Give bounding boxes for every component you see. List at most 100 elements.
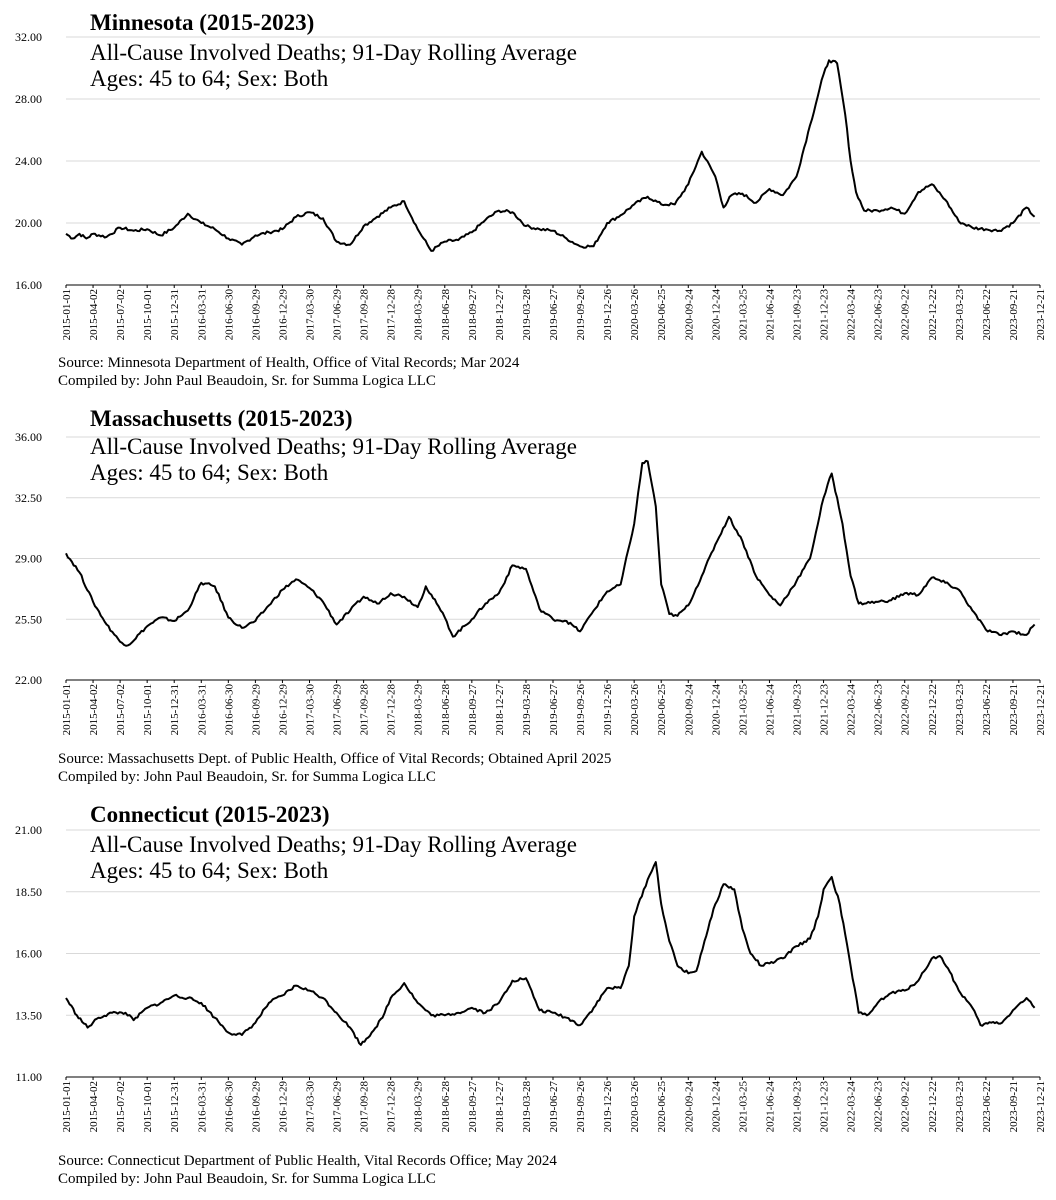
x-tick-label: 2023-06-22 <box>981 1081 993 1132</box>
x-tick-label: 2015-01-01 <box>61 289 73 340</box>
x-tick-label: 2015-10-01 <box>142 1081 154 1132</box>
x-tick-label: 2018-06-28 <box>440 289 452 341</box>
y-tick-label: 28.00 <box>15 92 42 106</box>
x-tick-label: 2022-06-23 <box>873 289 885 341</box>
compiled-note: Compiled by: John Paul Beaudoin, Sr. for… <box>58 769 436 785</box>
y-tick-label: 11.00 <box>15 1070 42 1084</box>
x-tick-label: 2022-03-24 <box>846 684 858 736</box>
y-tick-label: 18.50 <box>15 885 42 899</box>
chart-subtitle-line-1: All-Cause Involved Deaths; 91-Day Rollin… <box>90 832 577 857</box>
x-tick-label: 2023-03-23 <box>954 684 966 736</box>
x-tick-label: 2020-09-24 <box>683 289 695 341</box>
x-tick-label: 2019-03-28 <box>521 684 533 736</box>
x-tick-label: 2015-07-02 <box>115 684 127 735</box>
x-tick-label: 2022-03-24 <box>846 289 858 341</box>
x-tick-label: 2016-03-31 <box>196 289 208 340</box>
chart-title: Connecticut (2015-2023) <box>90 802 330 827</box>
x-tick-label: 2022-09-22 <box>900 684 912 735</box>
x-tick-label: 2017-12-28 <box>386 684 398 736</box>
chart-title: Massachusetts (2015-2023) <box>90 406 353 431</box>
x-tick-label: 2020-03-26 <box>629 289 641 341</box>
x-tick-label: 2023-03-23 <box>954 289 966 341</box>
y-tick-label: 36.00 <box>15 430 42 444</box>
x-tick-label: 2021-03-25 <box>737 289 749 341</box>
x-tick-label: 2017-12-28 <box>386 289 398 341</box>
x-tick-label: 2022-06-23 <box>873 684 885 736</box>
x-tick-label: 2022-09-22 <box>900 1081 912 1132</box>
x-tick-label: 2023-06-22 <box>981 684 993 735</box>
x-tick-label: 2016-12-29 <box>277 289 289 341</box>
series-line <box>65 861 1036 1046</box>
source-note: Source: Minnesota Department of Health, … <box>58 355 520 371</box>
x-tick-label: 2019-03-28 <box>521 289 533 341</box>
x-tick-label: 2019-06-27 <box>548 289 560 341</box>
x-tick-label: 2020-12-24 <box>710 1081 722 1133</box>
x-tick-label: 2015-01-01 <box>61 1081 73 1132</box>
x-tick-label: 2018-09-27 <box>467 1081 479 1133</box>
x-tick-label: 2021-06-24 <box>764 1081 776 1133</box>
x-tick-label: 2020-12-24 <box>710 289 722 341</box>
x-tick-label: 2017-06-29 <box>332 684 344 736</box>
x-tick-label: 2015-04-02 <box>88 1081 100 1132</box>
y-tick-label: 13.50 <box>15 1008 42 1022</box>
x-tick-label: 2017-03-30 <box>305 1081 317 1133</box>
x-tick-label: 2016-06-30 <box>223 289 235 341</box>
x-tick-label: 2018-06-28 <box>440 1081 452 1133</box>
x-tick-label: 2016-06-30 <box>223 684 235 736</box>
x-tick-label: 2016-12-29 <box>277 1081 289 1133</box>
x-tick-label: 2022-12-22 <box>927 684 939 735</box>
x-tick-label: 2023-06-22 <box>981 289 993 340</box>
compiled-note: Compiled by: John Paul Beaudoin, Sr. for… <box>58 1171 436 1187</box>
x-tick-label: 2019-09-26 <box>575 684 587 736</box>
x-tick-label: 2018-09-27 <box>467 684 479 736</box>
compiled-note: Compiled by: John Paul Beaudoin, Sr. for… <box>58 373 436 389</box>
y-tick-label: 24.00 <box>15 154 42 168</box>
y-tick-label: 16.00 <box>15 947 42 961</box>
chart-subtitle-line-2: Ages: 45 to 64; Sex: Both <box>90 858 329 883</box>
x-tick-label: 2015-10-01 <box>142 289 154 340</box>
y-tick-label: 32.00 <box>15 30 42 44</box>
y-tick-label: 32.50 <box>15 491 42 505</box>
chart-subtitle-line-2: Ages: 45 to 64; Sex: Both <box>90 66 329 91</box>
series-line <box>65 459 1036 647</box>
y-tick-label: 29.00 <box>15 552 42 566</box>
x-tick-label: 2022-12-22 <box>927 289 939 340</box>
y-tick-label: 16.00 <box>15 278 42 292</box>
y-tick-label: 21.00 <box>15 823 42 837</box>
x-tick-label: 2019-03-28 <box>521 1081 533 1133</box>
y-tick-label: 25.50 <box>15 612 42 626</box>
x-tick-label: 2021-12-23 <box>819 684 831 736</box>
chart-massachusetts: 22.00 25.50 29.00 32.50 36.00 2015-01-01 2015-… <box>15 430 1047 736</box>
x-tick-label: 2016-09-29 <box>250 1081 262 1133</box>
x-tick-label: 2017-09-28 <box>359 1081 371 1133</box>
x-tick-label: 2019-09-26 <box>575 289 587 341</box>
x-tick-label: 2021-12-23 <box>819 1081 831 1133</box>
source-note: Source: Connecticut Department of Public… <box>58 1153 557 1169</box>
x-tick-label: 2015-12-31 <box>169 1081 181 1132</box>
x-tick-label: 2021-09-23 <box>792 1081 804 1133</box>
x-tick-label: 2020-06-25 <box>656 684 668 736</box>
chart-subtitle-line-1: All-Cause Involved Deaths; 91-Day Rollin… <box>90 434 577 459</box>
x-tick-label: 2015-10-01 <box>142 684 154 735</box>
x-tick-label: 2016-09-29 <box>250 684 262 736</box>
x-tick-label: 2021-03-25 <box>737 1081 749 1133</box>
x-tick-label: 2017-06-29 <box>332 1081 344 1133</box>
x-tick-label: 2015-07-02 <box>115 289 127 340</box>
x-tick-label: 2020-06-25 <box>656 289 668 341</box>
x-tick-label: 2018-03-29 <box>413 684 425 736</box>
x-tick-label: 2017-06-29 <box>332 289 344 341</box>
source-note: Source: Massachusetts Dept. of Public He… <box>58 751 612 767</box>
chart-subtitle-line-1: All-Cause Involved Deaths; 91-Day Rollin… <box>90 40 577 65</box>
series-line <box>65 59 1036 252</box>
x-tick-label: 2017-03-30 <box>305 289 317 341</box>
x-tick-label: 2019-06-27 <box>548 1081 560 1133</box>
x-tick-label: 2015-07-02 <box>115 1081 127 1132</box>
x-tick-label: 2020-03-26 <box>629 684 641 736</box>
y-tick-label: 20.00 <box>15 216 42 230</box>
x-tick-label: 2016-03-31 <box>196 684 208 735</box>
x-tick-label: 2023-03-23 <box>954 1081 966 1133</box>
chart-subtitle-line-2: Ages: 45 to 64; Sex: Both <box>90 460 329 485</box>
x-tick-label: 2016-03-31 <box>196 1081 208 1132</box>
x-tick-label: 2015-12-31 <box>169 684 181 735</box>
y-tick-label: 22.00 <box>15 673 42 687</box>
